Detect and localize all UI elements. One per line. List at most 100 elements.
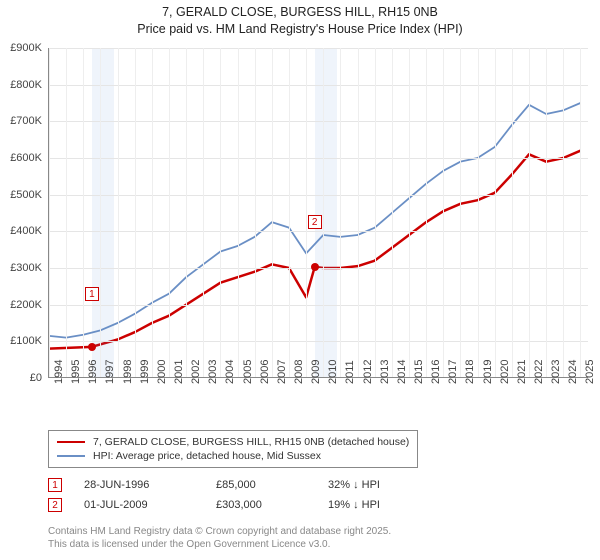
x-tick-label: 2009 <box>310 360 322 384</box>
gridline-v <box>358 48 359 377</box>
legend-label: 7, GERALD CLOSE, BURGESS HILL, RH15 0NB … <box>93 436 409 448</box>
sale-marker-2: 2 <box>308 215 322 229</box>
x-tick-label: 2013 <box>379 360 391 384</box>
gridline-h <box>49 231 588 232</box>
x-tick-label: 2025 <box>584 360 596 384</box>
title-line-2: Price paid vs. HM Land Registry's House … <box>0 21 600 38</box>
gridline-v <box>426 48 427 377</box>
gridline-v <box>100 48 101 377</box>
x-tick-label: 2004 <box>224 360 236 384</box>
sale-row: 2 01-JUL-2009 £303,000 19% ↓ HPI <box>48 495 438 515</box>
x-tick-label: 2001 <box>173 360 185 384</box>
x-tick-label: 2019 <box>482 360 494 384</box>
x-tick-label: 2016 <box>430 360 442 384</box>
sale-marker-1: 1 <box>85 287 99 301</box>
x-tick-label: 2011 <box>344 360 356 384</box>
y-tick-label: £200K <box>0 299 42 311</box>
sale-diff: 32% ↓ HPI <box>328 479 438 491</box>
sale-date: 28-JUN-1996 <box>84 479 194 491</box>
x-tick-label: 1998 <box>122 360 134 384</box>
sale-row: 1 28-JUN-1996 £85,000 32% ↓ HPI <box>48 475 438 495</box>
gridline-v <box>323 48 324 377</box>
shaded-band <box>92 48 114 377</box>
y-tick-label: £500K <box>0 189 42 201</box>
x-tick-label: 2003 <box>207 360 219 384</box>
x-tick-label: 1997 <box>104 360 116 384</box>
gridline-h <box>49 195 588 196</box>
x-tick-label: 1995 <box>70 360 82 384</box>
legend-row: HPI: Average price, detached house, Mid … <box>57 449 409 463</box>
plot-area: £0£100K£200K£300K£400K£500K£600K£700K£80… <box>48 48 588 378</box>
x-tick-label: 2015 <box>413 360 425 384</box>
sales-table: 1 28-JUN-1996 £85,000 32% ↓ HPI 2 01-JUL-2009… <box>48 475 438 515</box>
gridline-v <box>272 48 273 377</box>
x-tick-label: 2005 <box>242 360 254 384</box>
gridline-v <box>495 48 496 377</box>
x-tick-label: 2010 <box>327 360 339 384</box>
gridline-h <box>49 305 588 306</box>
gridline-v <box>375 48 376 377</box>
x-tick-label: 1996 <box>87 360 99 384</box>
x-tick-label: 2012 <box>362 360 374 384</box>
shaded-band <box>315 48 337 377</box>
gridline-v <box>135 48 136 377</box>
y-tick-label: £400K <box>0 225 42 237</box>
y-tick-label: £700K <box>0 115 42 127</box>
x-tick-label: 2018 <box>464 360 476 384</box>
footer-line-2: This data is licensed under the Open Gov… <box>48 538 391 551</box>
gridline-v <box>152 48 153 377</box>
sale-date: 01-JUL-2009 <box>84 499 194 511</box>
x-tick-label: 2021 <box>516 360 528 384</box>
gridline-v <box>409 48 410 377</box>
y-tick-label: £300K <box>0 262 42 274</box>
footer: Contains HM Land Registry data © Crown c… <box>48 525 391 551</box>
gridline-v <box>546 48 547 377</box>
x-tick-label: 2007 <box>276 360 288 384</box>
gridline-v <box>563 48 564 377</box>
gridline-v <box>289 48 290 377</box>
y-tick-label: £900K <box>0 42 42 54</box>
gridline-h <box>49 341 588 342</box>
x-tick-label: 2024 <box>567 360 579 384</box>
gridline-h <box>49 158 588 159</box>
gridline-v <box>306 48 307 377</box>
gridline-v <box>169 48 170 377</box>
sale-price: £85,000 <box>216 479 306 491</box>
gridline-v <box>66 48 67 377</box>
title-line-1: 7, GERALD CLOSE, BURGESS HILL, RH15 0NB <box>0 4 600 21</box>
gridline-v <box>238 48 239 377</box>
x-tick-label: 2023 <box>550 360 562 384</box>
x-tick-label: 1999 <box>139 360 151 384</box>
x-tick-label: 1994 <box>53 360 65 384</box>
x-tick-label: 2006 <box>259 360 271 384</box>
gridline-v <box>203 48 204 377</box>
gridline-h <box>49 48 588 49</box>
chart-container: 7, GERALD CLOSE, BURGESS HILL, RH15 0NB … <box>0 0 600 560</box>
gridline-v <box>220 48 221 377</box>
gridline-v <box>49 48 50 377</box>
title-block: 7, GERALD CLOSE, BURGESS HILL, RH15 0NB … <box>0 0 600 40</box>
legend-label: HPI: Average price, detached house, Mid … <box>93 450 321 462</box>
chart-area: £0£100K£200K£300K£400K£500K£600K£700K£80… <box>48 48 588 378</box>
legend-swatch <box>57 441 85 443</box>
gridline-v <box>529 48 530 377</box>
gridline-h <box>49 85 588 86</box>
sale-price: £303,000 <box>216 499 306 511</box>
gridline-v <box>83 48 84 377</box>
gridline-v <box>580 48 581 377</box>
gridline-v <box>186 48 187 377</box>
gridline-v <box>512 48 513 377</box>
gridline-v <box>118 48 119 377</box>
y-tick-label: £0 <box>0 372 42 384</box>
legend: 7, GERALD CLOSE, BURGESS HILL, RH15 0NB … <box>48 430 418 468</box>
gridline-v <box>340 48 341 377</box>
x-tick-label: 2014 <box>396 360 408 384</box>
gridline-h <box>49 121 588 122</box>
sale-point-2 <box>311 263 319 271</box>
y-tick-label: £600K <box>0 152 42 164</box>
x-tick-label: 2000 <box>156 360 168 384</box>
sale-row-marker: 1 <box>48 478 62 492</box>
sale-row-marker: 2 <box>48 498 62 512</box>
legend-swatch <box>57 455 85 457</box>
sale-diff: 19% ↓ HPI <box>328 499 438 511</box>
